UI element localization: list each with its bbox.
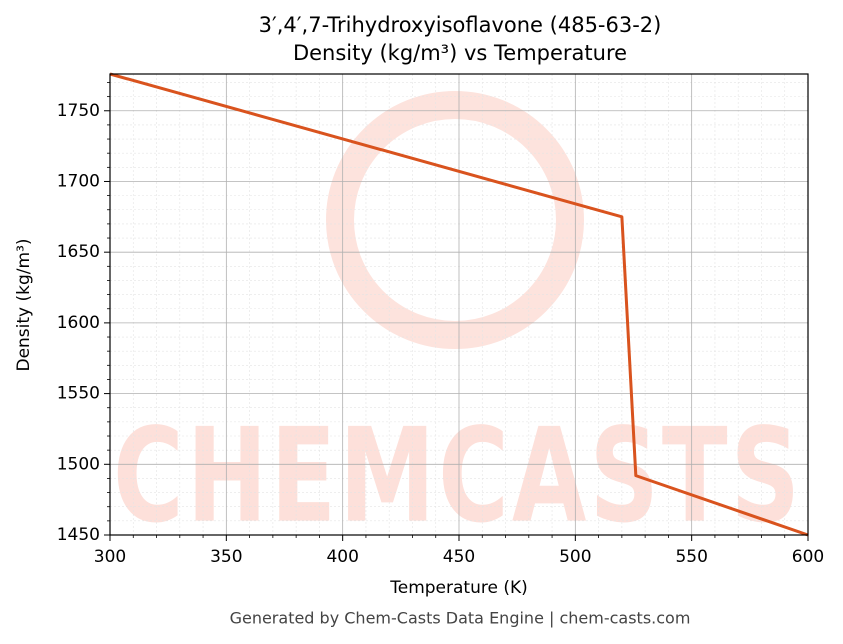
x-tick-label: 600 — [792, 547, 824, 567]
y-tick-label: 1550 — [57, 384, 100, 404]
y-tick-label: 1450 — [57, 525, 100, 545]
watermark: CHEMCASTS — [113, 400, 803, 552]
x-axis-label: Temperature (K) — [389, 578, 528, 598]
x-tick-label: 500 — [559, 547, 591, 567]
watermark-logo — [326, 91, 584, 349]
y-axis-label: Density (kg/m³) — [14, 238, 34, 371]
x-tick-label: 450 — [443, 547, 475, 567]
x-tick-label: 550 — [675, 547, 707, 567]
chart-subtitle: Density (kg/m³) vs Temperature — [293, 41, 627, 65]
y-tick-label: 1650 — [57, 242, 100, 262]
y-tick-label: 1700 — [57, 171, 100, 191]
chart-title: 3′,4′,7-Trihydroxyisoflavone (485-63-2) — [259, 13, 662, 37]
x-tick-label: 350 — [210, 547, 242, 567]
x-tick-label: 400 — [326, 547, 358, 567]
plot-frame — [109, 73, 809, 536]
footer: Generated by Chem-Casts Data Engine | ch… — [230, 609, 691, 628]
y-tick-label: 1750 — [57, 101, 100, 121]
data-line — [109, 72, 809, 537]
y-tick-label: 1600 — [57, 313, 100, 333]
x-tick-label: 300 — [94, 547, 126, 567]
y-tick-label: 1500 — [57, 454, 100, 474]
